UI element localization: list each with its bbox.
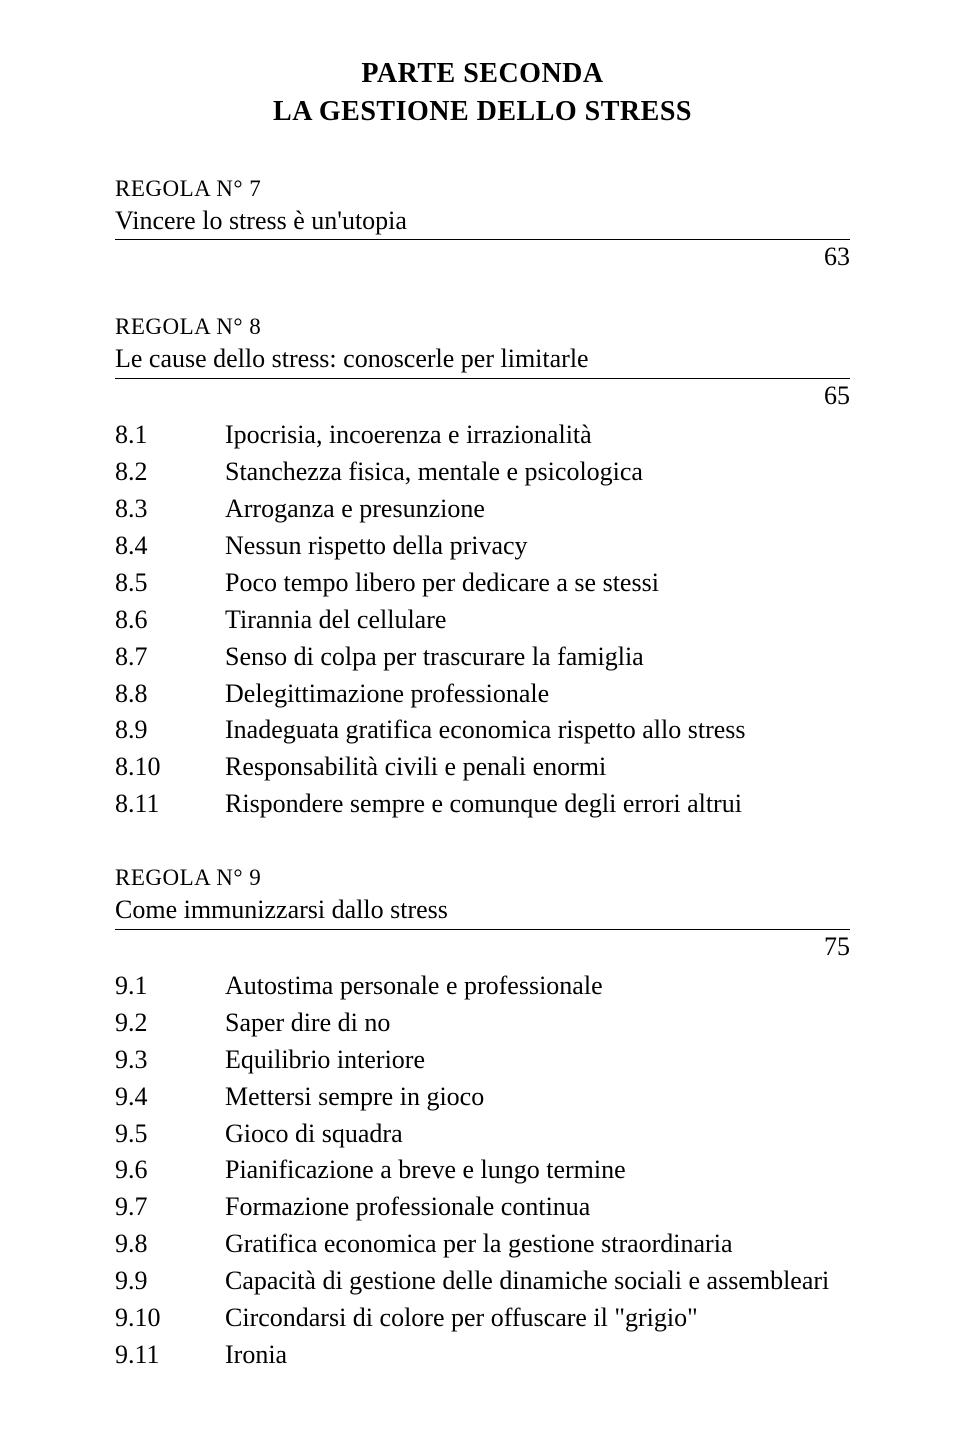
list-item: 9.2Saper dire di no [115, 1005, 850, 1042]
list-item: 9.6Pianificazione a breve e lungo termin… [115, 1152, 850, 1189]
list-item: 8.1Ipocrisia, incoerenza e irrazionalità [115, 417, 850, 454]
item-number: 9.10 [115, 1300, 225, 1337]
rule-label: REGOLA N° 9 [115, 865, 850, 891]
header-line-2: LA GESTIONE DELLO STRESS [115, 93, 850, 131]
list-item: 8.8Delegittimazione professionale [115, 676, 850, 713]
item-number: 8.4 [115, 528, 225, 565]
page-number: 65 [115, 381, 850, 411]
item-text: Autostima personale e professionale [225, 968, 850, 1005]
list-item: 9.5Gioco di squadra [115, 1116, 850, 1153]
item-number: 9.1 [115, 968, 225, 1005]
rule-title: Vincere lo stress è un'utopia [115, 204, 407, 238]
item-number: 9.8 [115, 1226, 225, 1263]
rule-title-row: Come immunizzarsi dallo stress [115, 893, 850, 930]
item-number: 8.1 [115, 417, 225, 454]
item-text: Capacità di gestione delle dinamiche soc… [225, 1263, 850, 1300]
items-list: 8.1Ipocrisia, incoerenza e irrazionalità… [115, 417, 850, 823]
item-number: 8.7 [115, 639, 225, 676]
item-text: Formazione professionale continua [225, 1189, 850, 1226]
list-item: 8.11Rispondere sempre e comunque degli e… [115, 786, 850, 823]
list-item: 8.4Nessun rispetto della privacy [115, 528, 850, 565]
item-number: 8.3 [115, 491, 225, 528]
list-item: 9.10Circondarsi di colore per offuscare … [115, 1300, 850, 1337]
item-number: 9.2 [115, 1005, 225, 1042]
list-item: 9.3Equilibrio interiore [115, 1042, 850, 1079]
page-header: PARTE SECONDA LA GESTIONE DELLO STRESS [115, 55, 850, 131]
item-text: Nessun rispetto della privacy [225, 528, 850, 565]
item-text: Inadeguata gratifica economica rispetto … [225, 712, 850, 749]
list-item: 9.8Gratifica economica per la gestione s… [115, 1226, 850, 1263]
list-item: 9.4Mettersi sempre in gioco [115, 1079, 850, 1116]
item-number: 8.5 [115, 565, 225, 602]
item-number: 9.4 [115, 1079, 225, 1116]
item-number: 9.3 [115, 1042, 225, 1079]
item-text: Equilibrio interiore [225, 1042, 850, 1079]
item-text: Tirannia del cellulare [225, 602, 850, 639]
list-item: 9.11Ironia [115, 1337, 850, 1374]
item-text: Arroganza e presunzione [225, 491, 850, 528]
rule-title: Come immunizzarsi dallo stress [115, 893, 448, 927]
item-text: Rispondere sempre e comunque degli error… [225, 786, 850, 823]
item-text: Pianificazione a breve e lungo termine [225, 1152, 850, 1189]
rule-title: Le cause dello stress: conoscerle per li… [115, 342, 589, 376]
rule-title-row: Vincere lo stress è un'utopia [115, 204, 850, 241]
item-text: Gratifica economica per la gestione stra… [225, 1226, 850, 1263]
item-number: 8.10 [115, 749, 225, 786]
item-text: Saper dire di no [225, 1005, 850, 1042]
section: REGOLA N° 8Le cause dello stress: conosc… [115, 314, 850, 823]
list-item: 9.9Capacità di gestione delle dinamiche … [115, 1263, 850, 1300]
item-number: 9.9 [115, 1263, 225, 1300]
rule-label: REGOLA N° 7 [115, 176, 850, 202]
item-text: Senso di colpa per trascurare la famigli… [225, 639, 850, 676]
item-text: Responsabilità civili e penali enormi [225, 749, 850, 786]
section: REGOLA N° 7Vincere lo stress è un'utopia… [115, 176, 850, 273]
item-number: 9.6 [115, 1152, 225, 1189]
item-number: 8.9 [115, 712, 225, 749]
list-item: 9.7Formazione professionale continua [115, 1189, 850, 1226]
item-text: Stanchezza fisica, mentale e psicologica [225, 454, 850, 491]
item-text: Circondarsi di colore per offuscare il "… [225, 1300, 850, 1337]
page-number: 63 [115, 242, 850, 272]
item-text: Mettersi sempre in gioco [225, 1079, 850, 1116]
item-number: 9.7 [115, 1189, 225, 1226]
item-number: 9.5 [115, 1116, 225, 1153]
list-item: 8.2Stanchezza fisica, mentale e psicolog… [115, 454, 850, 491]
list-item: 8.6Tirannia del cellulare [115, 602, 850, 639]
list-item: 8.3Arroganza e presunzione [115, 491, 850, 528]
list-item: 8.5Poco tempo libero per dedicare a se s… [115, 565, 850, 602]
page-number: 75 [115, 932, 850, 962]
rule-title-row: Le cause dello stress: conoscerle per li… [115, 342, 850, 379]
list-item: 9.1Autostima personale e professionale [115, 968, 850, 1005]
rule-label: REGOLA N° 8 [115, 314, 850, 340]
section: REGOLA N° 9Come immunizzarsi dallo stres… [115, 865, 850, 1374]
item-text: Ironia [225, 1337, 850, 1374]
item-number: 8.6 [115, 602, 225, 639]
list-item: 8.10Responsabilità civili e penali enorm… [115, 749, 850, 786]
item-number: 8.2 [115, 454, 225, 491]
header-line-1: PARTE SECONDA [115, 55, 850, 93]
item-text: Delegittimazione professionale [225, 676, 850, 713]
item-text: Ipocrisia, incoerenza e irrazionalità [225, 417, 850, 454]
item-number: 9.11 [115, 1337, 225, 1374]
item-number: 8.8 [115, 676, 225, 713]
item-text: Poco tempo libero per dedicare a se stes… [225, 565, 850, 602]
list-item: 8.9Inadeguata gratifica economica rispet… [115, 712, 850, 749]
item-number: 8.11 [115, 786, 225, 823]
item-text: Gioco di squadra [225, 1116, 850, 1153]
sections-container: REGOLA N° 7Vincere lo stress è un'utopia… [115, 176, 850, 1374]
items-list: 9.1Autostima personale e professionale9.… [115, 968, 850, 1374]
list-item: 8.7Senso di colpa per trascurare la fami… [115, 639, 850, 676]
